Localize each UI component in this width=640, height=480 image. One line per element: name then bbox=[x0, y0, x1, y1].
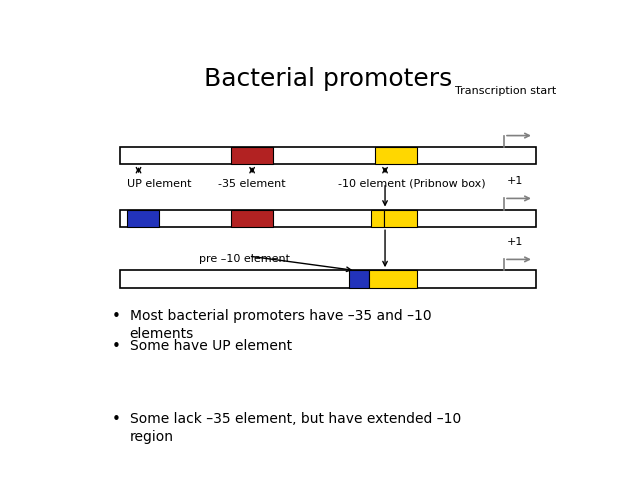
Bar bbox=[371, 209, 383, 227]
Text: -10 element (Pribnow box): -10 element (Pribnow box) bbox=[338, 179, 486, 189]
Text: UP element: UP element bbox=[127, 179, 191, 189]
Text: •: • bbox=[112, 412, 121, 427]
Text: Some lack –35 element, but have extended –10: Some lack –35 element, but have extended… bbox=[129, 412, 461, 426]
Bar bbox=[375, 147, 417, 165]
Text: region: region bbox=[129, 430, 173, 444]
Text: pre –10 element: pre –10 element bbox=[199, 254, 290, 264]
Bar bbox=[349, 271, 369, 288]
Text: •: • bbox=[112, 309, 121, 324]
Bar bbox=[231, 209, 273, 227]
Bar bbox=[369, 271, 417, 288]
Bar bbox=[231, 147, 273, 165]
Bar bbox=[120, 209, 536, 227]
Bar bbox=[120, 147, 536, 165]
Text: +1: +1 bbox=[507, 176, 523, 186]
Bar bbox=[127, 209, 159, 227]
Bar bbox=[383, 209, 417, 227]
Text: elements: elements bbox=[129, 327, 194, 341]
Text: Most bacterial promoters have –35 and –10: Most bacterial promoters have –35 and –1… bbox=[129, 309, 431, 323]
Text: Bacterial promoters: Bacterial promoters bbox=[204, 67, 452, 91]
Text: +1: +1 bbox=[507, 237, 523, 247]
Text: •: • bbox=[112, 339, 121, 354]
Text: Transcription start: Transcription start bbox=[455, 86, 556, 96]
Bar bbox=[120, 271, 536, 288]
Text: Some have UP element: Some have UP element bbox=[129, 339, 292, 353]
Text: -35 element: -35 element bbox=[218, 179, 286, 189]
